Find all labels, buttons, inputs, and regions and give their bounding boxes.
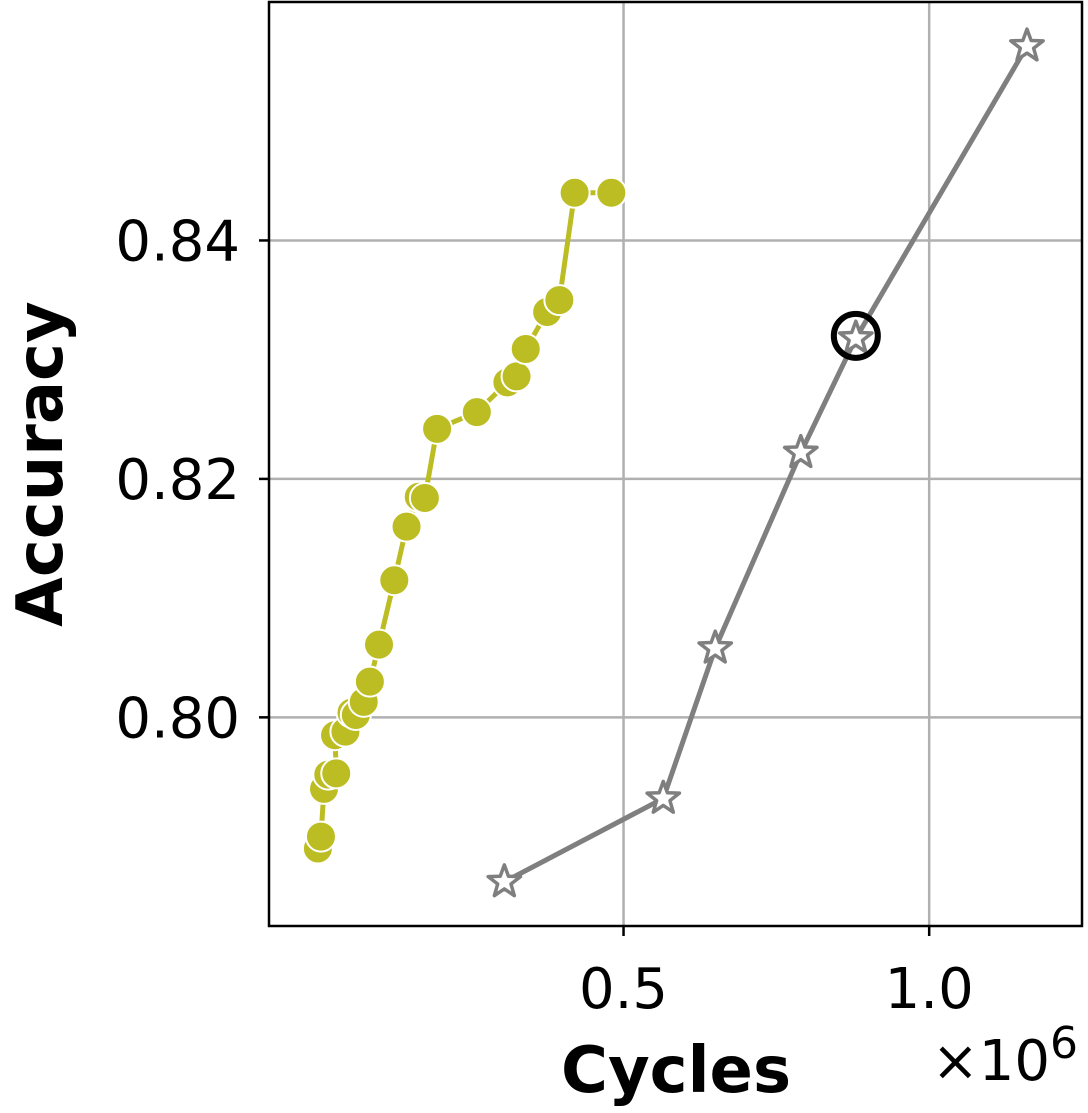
plot-frame [267, 0, 1084, 928]
y-tick-label: 0.82 [115, 448, 240, 513]
data-point [304, 820, 337, 853]
data-point [500, 360, 533, 393]
data-point [320, 757, 353, 790]
data-point [421, 412, 454, 445]
data-point [509, 332, 542, 365]
data-point [697, 629, 734, 664]
data-point [353, 665, 386, 698]
grid [269, 2, 1082, 926]
data-point [1009, 27, 1045, 62]
data-point [408, 481, 441, 514]
data-point [595, 176, 628, 209]
data-point [645, 779, 682, 814]
data-point [782, 433, 819, 469]
data-point [390, 510, 423, 543]
data-point [558, 176, 591, 209]
data-point [363, 628, 396, 661]
series-0 [301, 176, 628, 865]
data-point [837, 319, 874, 354]
x-tick-label: 0.5 [579, 957, 668, 1022]
x-axis-label: Cycles [561, 1034, 791, 1108]
y-tick-label: 0.80 [115, 686, 240, 751]
ticks: 0.5 1.0 0.80 0.82 0.84 [115, 209, 973, 1022]
series-line [503, 44, 1030, 885]
x-offset-text: ×106 [932, 1018, 1078, 1094]
series-1 [486, 27, 1045, 898]
x-tick-label: 1.0 [885, 957, 974, 1022]
data-point [460, 396, 493, 429]
data-point [378, 564, 411, 597]
series-layer [301, 27, 1045, 898]
data-point [486, 863, 523, 898]
y-tick-label: 0.84 [115, 209, 240, 274]
data-point [543, 284, 576, 317]
y-axis-label: Accuracy [4, 301, 78, 626]
highlight-marker [830, 310, 881, 361]
